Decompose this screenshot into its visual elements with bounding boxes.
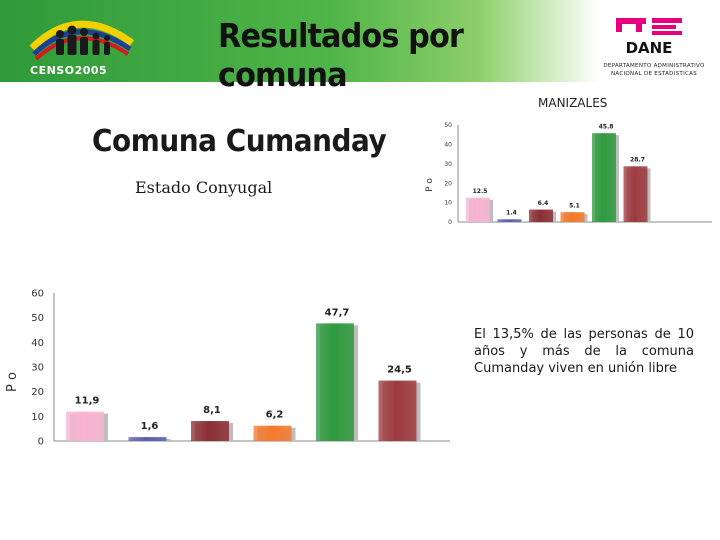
y-tick-label: 10 <box>444 200 452 207</box>
flag-arc-red <box>34 36 130 61</box>
bar <box>466 197 490 222</box>
flag-arc-blue <box>32 29 132 56</box>
bar-value-label: 28.7 <box>630 157 645 164</box>
censo-logo-text: CENSO2005 <box>30 64 108 77</box>
y-tick-label: 30 <box>444 161 452 168</box>
bar <box>253 425 292 441</box>
y-tick-label: 10 <box>31 412 44 423</box>
bar-value-label: 1,6 <box>141 421 159 432</box>
y-tick-label: 50 <box>444 122 452 129</box>
y-axis-label: P o <box>5 372 20 392</box>
bar-value-label: 24,5 <box>387 365 412 376</box>
y-tick-label: 50 <box>31 313 44 324</box>
bar <box>497 219 522 222</box>
bar-value-label: 5.1 <box>569 202 580 209</box>
bar <box>316 323 354 441</box>
dane-caption: DEPARTAMENTO ADMINISTRATIVO NACIONAL DE … <box>598 62 710 78</box>
header-banner: CENSO2005 Resultados por comuna <box>0 0 600 94</box>
bar <box>560 212 585 222</box>
y-tick-label: 20 <box>31 387 44 398</box>
bar-value-label: 1.4 <box>506 209 517 216</box>
y-tick-label: 30 <box>31 363 44 374</box>
bar <box>191 421 229 441</box>
bar-value-label: 6.4 <box>538 200 549 207</box>
bar-value-label: 12.5 <box>473 188 488 195</box>
bar-value-label: 11,9 <box>75 396 100 407</box>
bar <box>623 166 648 222</box>
city-label: MANIZALES <box>538 96 608 110</box>
page-title: Resultados por comuna <box>218 16 464 94</box>
bar-value-label: 6,2 <box>266 410 284 421</box>
bar-value-label: 8,1 <box>203 405 221 416</box>
bar-value-label: 47,7 <box>325 307 350 318</box>
y-tick-label: 20 <box>444 180 452 187</box>
comuna-title: Comuna Cumanday <box>92 124 387 159</box>
dane-logo: DANE <box>614 16 684 57</box>
y-tick-label: 60 <box>31 289 44 300</box>
bar <box>128 437 167 441</box>
dane-caption-line2: NACIONAL DE ESTADISTICAS <box>610 71 697 77</box>
y-tick-label: 40 <box>31 338 44 349</box>
bar <box>66 411 104 441</box>
bar-value-label: 45.8 <box>599 123 614 130</box>
people-icon <box>56 25 110 55</box>
dane-logo-text: DANE <box>626 39 673 57</box>
summary-text: El 13,5% de las personas de 10 años y má… <box>474 327 694 376</box>
y-tick-label: 40 <box>444 142 452 149</box>
chart-subtitle: Estado Conyugal <box>135 178 273 197</box>
censo-logo <box>29 20 135 61</box>
bar <box>592 133 616 222</box>
bar <box>378 380 417 441</box>
dane-caption-line1: DEPARTAMENTO ADMINISTRATIVO <box>603 63 705 69</box>
y-axis-label: P o <box>425 178 435 192</box>
bar <box>529 209 553 222</box>
y-tick-label: 0 <box>38 437 44 448</box>
y-tick-label: 0 <box>448 219 452 226</box>
flag-arc-yellow <box>29 20 135 51</box>
